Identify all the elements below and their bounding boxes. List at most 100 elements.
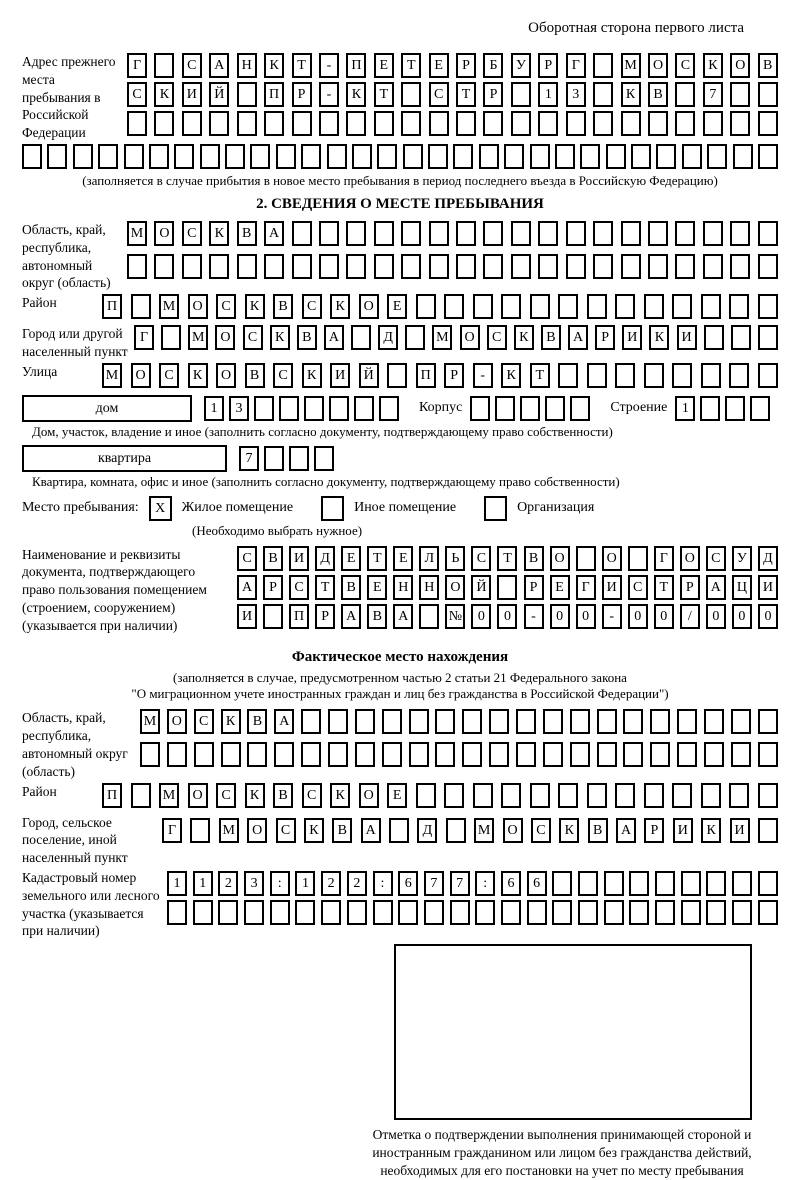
char-cell xyxy=(456,253,477,279)
char-cell xyxy=(181,111,202,136)
factual-title: Фактическое место нахождения xyxy=(291,648,509,665)
char-cell xyxy=(209,253,230,279)
char-cell xyxy=(643,294,664,320)
char-cell xyxy=(326,144,347,170)
char-cell: О xyxy=(502,817,523,843)
checkbox-organizatsiya xyxy=(484,495,508,521)
kvartira-row: квартира 7 xyxy=(22,444,778,472)
char-cell: Й xyxy=(358,362,379,388)
char-cell xyxy=(387,362,408,388)
char-cell xyxy=(757,742,778,768)
char-cell xyxy=(445,817,466,843)
char-cell: Г xyxy=(134,325,154,351)
char-cell xyxy=(757,325,778,351)
char-cell xyxy=(354,395,374,421)
char-cell xyxy=(623,742,644,768)
char-cell xyxy=(620,253,641,279)
char-cell xyxy=(680,871,701,897)
char-cell xyxy=(456,111,477,136)
char-cell: К xyxy=(301,362,322,388)
char-cell xyxy=(381,742,402,768)
char-cell xyxy=(381,709,402,735)
oblast-label: Область, край, республика, автономный ок… xyxy=(22,221,111,291)
char-cell xyxy=(575,545,596,571)
char-cell: О xyxy=(601,545,622,571)
char-cell: 6 xyxy=(500,871,521,897)
char-cell xyxy=(408,742,429,768)
char-cell: Р xyxy=(291,82,312,107)
char-cell xyxy=(677,709,698,735)
char-cell: У xyxy=(731,545,752,571)
char-cell xyxy=(435,742,456,768)
char-cell: О xyxy=(445,574,466,600)
char-cell: Н xyxy=(419,574,440,600)
char-cell xyxy=(501,782,522,808)
char-cell xyxy=(615,362,636,388)
char-cell: Р xyxy=(538,53,559,78)
dom-note: Дом, участок, владение и иное (заполнить… xyxy=(32,423,613,439)
korpus-label: Корпус xyxy=(419,400,463,416)
mesto-label: Место пребывания: xyxy=(22,500,139,516)
char-cell: С xyxy=(428,82,449,107)
char-cell xyxy=(301,144,322,170)
ulitsa-label: Улица xyxy=(22,363,58,379)
char-cell: 0 xyxy=(705,603,726,629)
char-cell: И xyxy=(330,362,351,388)
char-cell: У xyxy=(510,53,531,78)
char-cell xyxy=(529,782,550,808)
char-cell xyxy=(672,294,693,320)
char-cell: К xyxy=(346,82,367,107)
char-cell xyxy=(236,82,257,107)
char-cell: О xyxy=(187,782,208,808)
char-cell: К xyxy=(702,53,723,78)
char-cell: 0 xyxy=(497,603,518,629)
char-cell xyxy=(675,253,696,279)
char-cell: Ц xyxy=(731,574,752,600)
char-cell: П xyxy=(415,362,436,388)
char-cell: 7 xyxy=(449,871,470,897)
char-cell: 2 xyxy=(218,871,239,897)
char-cell: Н xyxy=(236,53,257,78)
stamp-box xyxy=(394,944,752,1121)
char-cell: 2 xyxy=(321,871,342,897)
char-cell xyxy=(401,111,422,136)
char-cell: А xyxy=(568,325,588,351)
char-cell xyxy=(373,111,394,136)
char-cell: Т xyxy=(529,362,550,388)
char-cell xyxy=(401,220,422,246)
char-cell xyxy=(729,294,750,320)
char-cell: С xyxy=(127,82,147,107)
prev-address-row3 xyxy=(127,111,778,136)
char-cell: - xyxy=(601,603,622,629)
kvartira-note: Квартира, комната, офис и иное (заполнит… xyxy=(32,473,620,489)
char-cell: Т xyxy=(367,545,388,571)
char-cell xyxy=(328,742,349,768)
char-cell: Р xyxy=(679,574,700,600)
char-cell: К xyxy=(187,362,208,388)
char-cell xyxy=(706,871,727,897)
factual-oblast-row2 xyxy=(140,742,778,768)
char-cell xyxy=(98,144,119,170)
char-cell: О xyxy=(549,545,570,571)
document-block: Наименование и реквизиты документа, подт… xyxy=(22,545,778,635)
char-cell xyxy=(148,144,169,170)
char-cell xyxy=(730,220,751,246)
char-cell: В xyxy=(341,574,362,600)
char-cell xyxy=(190,817,211,843)
char-cell xyxy=(483,220,504,246)
char-cell: 1 xyxy=(204,395,224,421)
char-cell xyxy=(314,445,334,471)
factual-oblast-label: Область, край, республика, автономный ок… xyxy=(22,710,128,779)
char-cell: П xyxy=(102,294,122,320)
char-cell: О xyxy=(154,220,175,246)
char-cell xyxy=(351,144,372,170)
char-cell: К xyxy=(559,817,580,843)
char-cell xyxy=(732,900,753,926)
char-cell: Р xyxy=(444,362,465,388)
char-cell xyxy=(209,111,230,136)
char-cell: О xyxy=(358,294,379,320)
char-cell: М xyxy=(159,294,180,320)
